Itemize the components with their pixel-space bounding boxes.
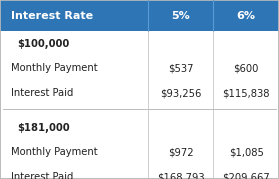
Text: $537: $537 [168, 63, 193, 73]
Text: $1,085: $1,085 [229, 147, 264, 157]
Text: $972: $972 [168, 147, 193, 157]
Text: $600: $600 [234, 63, 259, 73]
Text: $168,793: $168,793 [157, 172, 205, 179]
Text: Monthly Payment: Monthly Payment [11, 63, 98, 73]
Text: Interest Rate: Interest Rate [11, 11, 93, 21]
Text: $115,838: $115,838 [222, 88, 270, 98]
Bar [0, 0, 279, 31]
Text: Monthly Payment: Monthly Payment [11, 147, 98, 157]
Text: Interest Paid: Interest Paid [11, 172, 74, 179]
Text: $93,256: $93,256 [160, 88, 201, 98]
Text: Interest Paid: Interest Paid [11, 88, 74, 98]
Text: 5%: 5% [171, 11, 190, 21]
Text: $100,000: $100,000 [17, 39, 69, 49]
Text: $209,667: $209,667 [222, 172, 270, 179]
Text: $181,000: $181,000 [17, 123, 69, 133]
Text: 6%: 6% [237, 11, 256, 21]
